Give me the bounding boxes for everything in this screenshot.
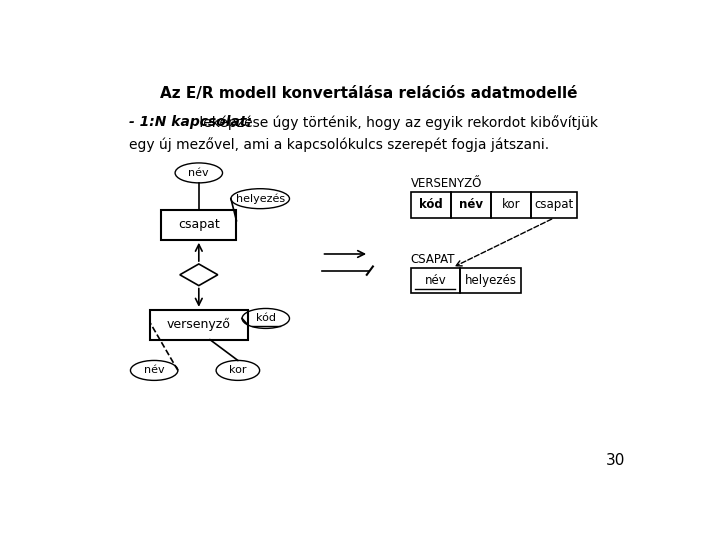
Text: név: név <box>144 366 164 375</box>
Bar <box>491 192 531 218</box>
Text: 30: 30 <box>606 453 626 468</box>
Text: kód: kód <box>256 313 276 323</box>
Text: egy új mezővel, ami a kapcsolókulcs szerepét fogja játszani.: egy új mezővel, ami a kapcsolókulcs szer… <box>129 138 549 152</box>
Text: leképzése úgy történik, hogy az egyik rekordot kibővítjük: leképzése úgy történik, hogy az egyik re… <box>195 114 598 130</box>
Bar <box>161 210 236 240</box>
Text: kor: kor <box>229 366 247 375</box>
Bar <box>411 268 460 294</box>
Text: csapat: csapat <box>535 198 574 212</box>
Text: Az E/R modell konvertálása relációs adatmodellé: Az E/R modell konvertálása relációs adat… <box>161 85 577 100</box>
Bar <box>460 268 521 294</box>
Text: név: név <box>425 274 446 287</box>
Text: kor: kor <box>502 198 521 212</box>
Text: - 1:N kapcsolat:: - 1:N kapcsolat: <box>129 114 252 129</box>
Bar <box>451 192 491 218</box>
Text: versenyző: versenyző <box>167 318 230 331</box>
Text: CSAPAT: CSAPAT <box>411 253 455 266</box>
Text: kód: kód <box>419 198 443 212</box>
Bar <box>411 192 451 218</box>
Bar <box>150 310 248 340</box>
Text: név: név <box>189 168 209 178</box>
Text: név: név <box>459 198 483 212</box>
Bar <box>531 192 577 218</box>
Text: helyezés: helyezés <box>235 193 284 204</box>
Text: csapat: csapat <box>178 218 220 231</box>
Text: VERSENYZŐ: VERSENYZŐ <box>411 177 482 191</box>
Text: helyezés: helyezés <box>464 274 517 287</box>
